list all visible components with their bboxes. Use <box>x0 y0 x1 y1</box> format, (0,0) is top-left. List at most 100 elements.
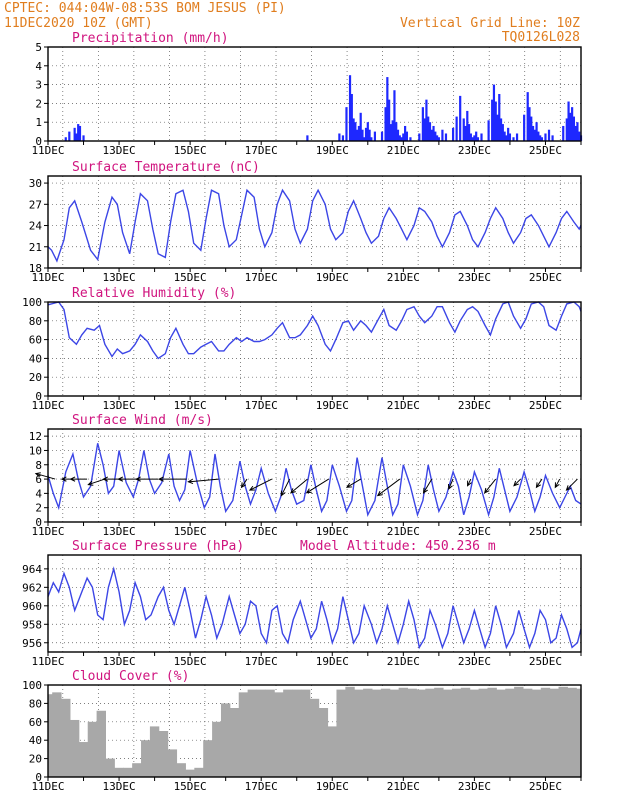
y-tick-label: 0 <box>35 516 42 529</box>
precip-bar <box>530 116 533 141</box>
cloud-bar <box>229 708 240 777</box>
panel-3: 0 20 40 60 80 100 11DEC 13DEC 15DEC 17DEC 19DEC 21D… <box>22 286 582 412</box>
cloud-bar <box>549 688 560 777</box>
panel-frame <box>47 301 582 397</box>
y-tick-label: 962 <box>22 581 42 594</box>
cloud-bar <box>425 688 435 777</box>
cloud-bar <box>69 719 80 777</box>
wind-arrow <box>535 478 543 489</box>
cloud-bar <box>345 686 355 777</box>
x-tick-label: 25DEC <box>529 271 562 284</box>
precip-bar <box>475 131 478 141</box>
y-tick-label: 24 <box>29 220 43 233</box>
precip-bar <box>389 124 392 141</box>
precip-bar <box>537 131 540 141</box>
x-tick-label: 11DEC <box>31 144 64 157</box>
panel-frame <box>47 46 582 142</box>
precip-bar <box>476 137 480 141</box>
x-tick-label: 17DEC <box>245 271 278 284</box>
precip-bar <box>494 101 497 141</box>
y-tick-label: 40 <box>29 352 42 365</box>
y-tick-label: 10 <box>29 444 42 457</box>
grid-note: Vertical Grid Line: 10Z <box>400 16 580 31</box>
x-tick-label: 25DEC <box>529 655 562 668</box>
panel-5: 956 958 960 962 964 11DEC 13DEC 15DEC 17DEC 19DEC… <box>22 539 582 668</box>
x-tick-label: 13DEC <box>103 780 136 793</box>
precip-bar <box>434 131 437 141</box>
wind-arrow <box>513 478 521 487</box>
precip-bar <box>391 120 394 141</box>
precip-bar <box>368 129 371 141</box>
precip-bar <box>77 124 80 141</box>
x-tick-label: 23DEC <box>458 399 491 412</box>
precip-bar <box>480 133 483 141</box>
cloud-bar <box>505 688 515 777</box>
model-id: TQ0126L028 <box>502 30 580 45</box>
precip-bar <box>388 99 391 141</box>
precip-bar <box>421 107 424 141</box>
wind-arrow <box>290 478 308 494</box>
precip-bar <box>487 120 490 141</box>
cloud-bar <box>309 698 320 777</box>
precip-bar <box>466 110 469 141</box>
cloud-bar <box>558 686 568 777</box>
x-tick-label: 17DEC <box>245 144 278 157</box>
precip-bar <box>528 107 531 141</box>
cloud-bar <box>460 687 471 777</box>
x-tick-label: 23DEC <box>458 780 491 793</box>
precip-bar <box>404 125 407 141</box>
x-tick-label: 23DEC <box>458 525 491 538</box>
precip-bar <box>464 125 467 141</box>
y-tick-label: 964 <box>22 563 42 576</box>
precip-bar <box>547 129 551 141</box>
cloud-bar <box>265 689 275 777</box>
x-tick-label: 25DEC <box>529 525 562 538</box>
x-tick-label: 21DEC <box>387 655 420 668</box>
cloud-bar <box>469 689 480 777</box>
x-tick-label: 21DEC <box>387 780 420 793</box>
cloud-bar <box>105 758 115 777</box>
precip-bar <box>75 133 78 141</box>
panel-2: 18 21 24 27 30 11DEC 13DEC 15DEC 17DEC 19DEC 21DEC… <box>29 160 582 284</box>
x-tick-label: 21DEC <box>387 525 420 538</box>
precip-bar <box>574 125 577 141</box>
cloud-bar <box>203 740 213 777</box>
x-tick-label: 19DEC <box>316 399 349 412</box>
cloud-bar <box>283 689 293 777</box>
precip-bar <box>352 118 355 141</box>
precip-bar <box>380 131 384 141</box>
precip-bar <box>473 135 476 141</box>
cloud-bar <box>247 689 258 777</box>
cloud-bar <box>238 692 249 777</box>
x-tick-label: 17DEC <box>245 525 278 538</box>
series-line <box>47 566 582 650</box>
y-tick-label: 2 <box>35 97 42 110</box>
wind-arrow <box>305 478 329 494</box>
precip-bar <box>359 112 362 141</box>
x-tick-label: 13DEC <box>103 144 136 157</box>
precip-bar <box>572 116 575 141</box>
y-tick-label: 960 <box>22 600 42 613</box>
wind-arrow <box>69 476 88 482</box>
x-tick-label: 15DEC <box>174 655 207 668</box>
precip-bar <box>505 135 508 141</box>
cloud-bar <box>451 688 462 777</box>
panel-title: Surface Temperature (nC) <box>72 160 260 175</box>
y-tick-label: 8 <box>35 459 42 472</box>
x-tick-label: 23DEC <box>458 144 491 157</box>
precip-bar <box>496 114 499 141</box>
wind-arrow <box>157 476 187 482</box>
precip-bar <box>571 107 574 141</box>
y-tick-label: 4 <box>35 60 42 73</box>
panel-title: Relative Humidity (%) <box>72 286 236 301</box>
wind-arrow <box>135 476 159 482</box>
x-tick-label: 21DEC <box>387 144 420 157</box>
precip-bar <box>430 129 433 141</box>
wind-arrow <box>34 472 56 480</box>
precip-bar <box>363 137 366 141</box>
x-tick-label: 11DEC <box>31 399 64 412</box>
cloud-bar <box>78 742 89 777</box>
